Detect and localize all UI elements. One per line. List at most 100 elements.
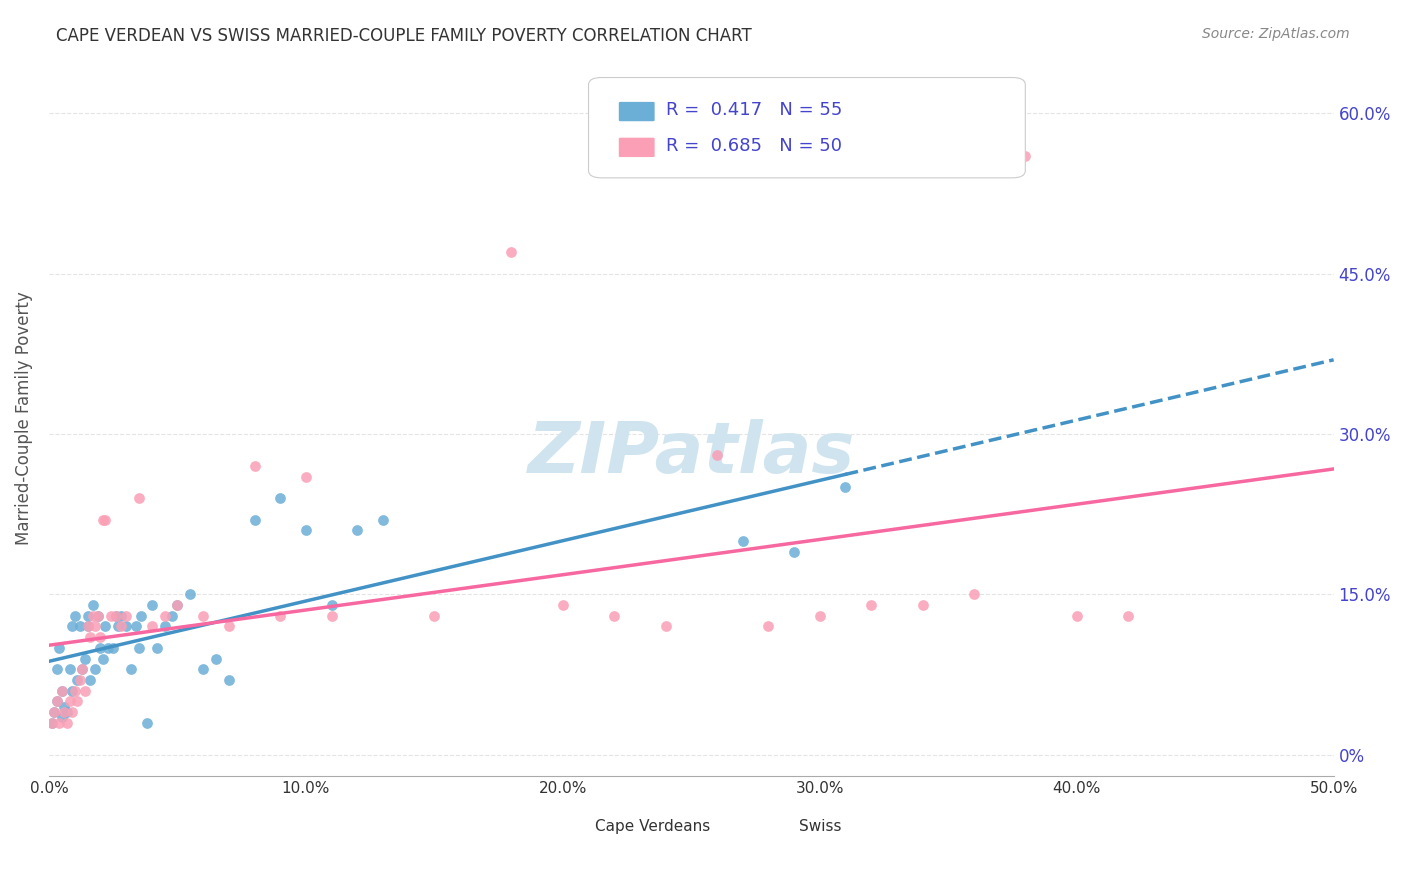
Point [146,640,169,655]
Point [654,619,676,633]
FancyBboxPatch shape [772,808,813,831]
Point [423,608,446,623]
Point [110,608,132,623]
Point [63,683,86,698]
Point [115,608,138,623]
Point [153,619,176,633]
Point [834,480,856,494]
Point [1066,608,1088,623]
Point [91,651,114,665]
Point [41,715,63,730]
Point [153,608,176,623]
Point [48,715,70,730]
Point [66,694,89,708]
Point [58,694,80,708]
FancyBboxPatch shape [619,137,655,158]
Point [107,619,129,633]
Point [1014,149,1036,163]
Point [911,598,934,612]
Point [808,608,831,623]
Text: R =  0.417   N = 55: R = 0.417 N = 55 [665,101,842,119]
Point [166,598,188,612]
Point [243,512,266,526]
Point [87,608,110,623]
Point [84,662,107,676]
Point [295,469,318,483]
Point [731,533,754,548]
Point [45,694,67,708]
Point [42,705,65,719]
Point [60,683,83,698]
Point [76,619,98,633]
Point [82,608,104,623]
FancyBboxPatch shape [619,101,655,122]
Point [58,662,80,676]
FancyBboxPatch shape [589,78,1025,178]
Point [963,587,986,601]
Point [76,608,98,623]
Point [87,608,110,623]
Point [66,673,89,687]
Text: Cape Verdeans: Cape Verdeans [595,819,710,834]
Point [73,683,96,698]
Point [84,619,107,633]
Point [41,715,63,730]
Point [45,662,67,676]
Point [205,651,228,665]
Point [269,608,291,623]
Point [51,710,73,724]
Text: ZIPatlas: ZIPatlas [527,419,855,488]
Point [346,523,368,537]
Point [321,608,343,623]
Point [295,523,318,537]
Point [218,673,240,687]
Point [89,630,111,644]
Point [860,598,883,612]
Point [73,651,96,665]
Point [551,598,574,612]
Point [60,705,83,719]
Point [42,705,65,719]
Point [269,491,291,505]
Point [72,662,94,676]
Text: Swiss: Swiss [799,819,841,834]
Point [179,587,201,601]
Point [758,619,780,633]
Point [100,608,122,623]
Point [79,630,101,644]
Point [51,683,73,698]
Point [141,619,163,633]
Point [48,640,70,655]
Text: CAPE VERDEAN VS SWISS MARRIED-COUPLE FAMILY POVERTY CORRELATION CHART: CAPE VERDEAN VS SWISS MARRIED-COUPLE FAM… [56,27,752,45]
Point [56,715,79,730]
Point [51,683,73,698]
Point [321,598,343,612]
Point [79,673,101,687]
Point [706,448,728,462]
Point [166,598,188,612]
Point [94,512,117,526]
Point [60,619,83,633]
Point [53,699,76,714]
Point [82,598,104,612]
Text: R =  0.685   N = 50: R = 0.685 N = 50 [665,136,842,154]
Point [97,640,120,655]
Point [1116,608,1139,623]
Point [243,458,266,473]
Point [120,662,142,676]
Point [603,608,626,623]
Point [162,608,184,623]
Point [104,608,127,623]
Point [72,662,94,676]
Point [91,512,114,526]
Point [191,608,214,623]
Point [135,715,157,730]
Point [501,245,523,260]
Point [110,619,132,633]
Point [125,619,148,633]
Point [45,694,67,708]
Point [141,598,163,612]
Point [56,705,79,719]
Point [53,705,76,719]
Point [783,544,806,558]
